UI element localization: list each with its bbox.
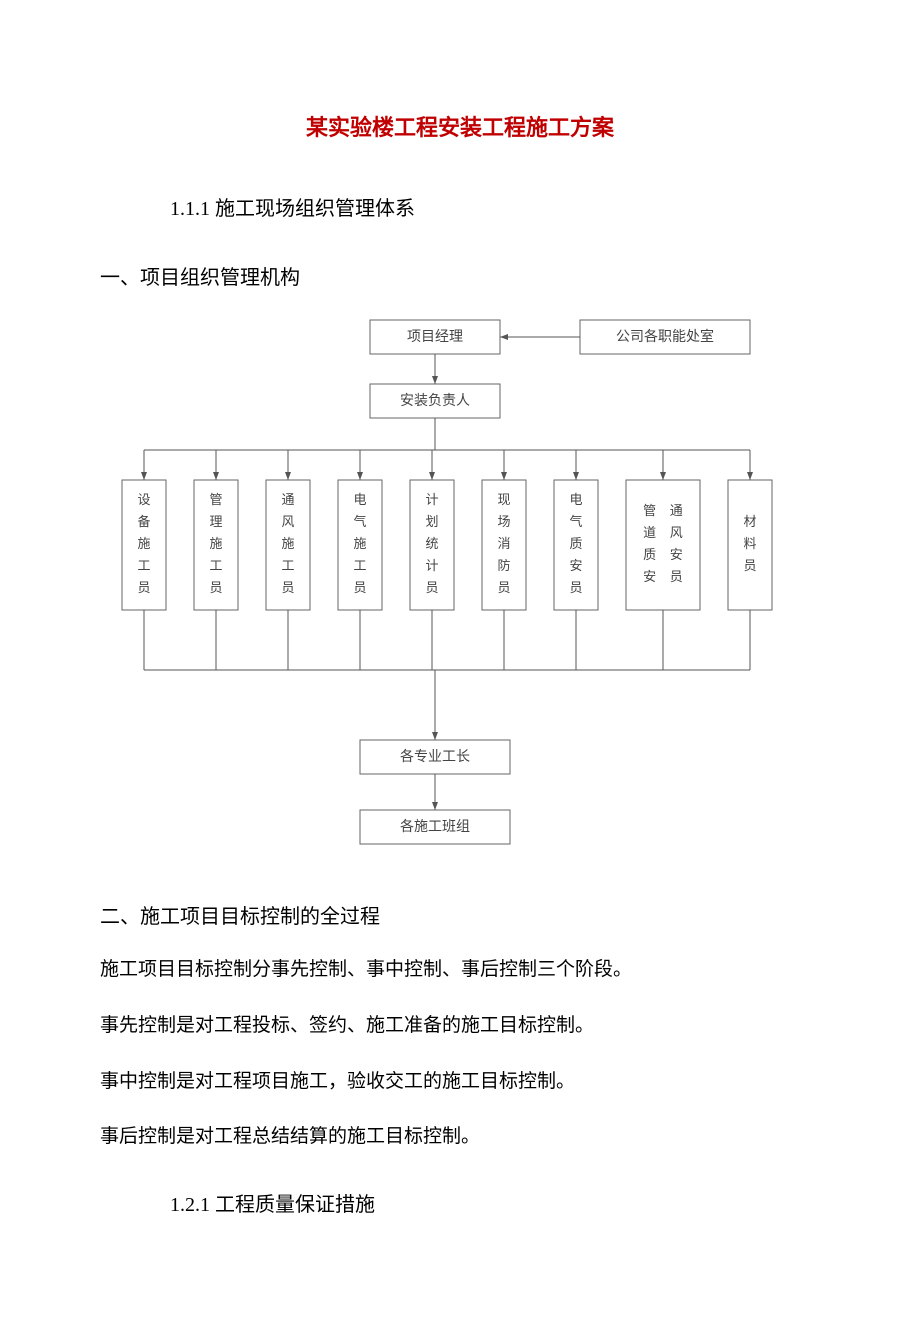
section-heading-1-1-1: 1.1.1 施工现场组织管理体系	[170, 192, 820, 221]
svg-text:质: 质	[643, 547, 656, 562]
org-chart-svg: 项目经理公司各职能处室安装负责人各专业工长各施工班组设备施工员管理施工员通风施工…	[110, 310, 810, 870]
paragraph: 施工项目目标控制分事先控制、事中控制、事后控制三个阶段。	[100, 949, 820, 991]
subheading-process: 二、施工项目目标控制的全过程	[100, 900, 820, 929]
svg-text:管: 管	[209, 492, 222, 507]
svg-text:通: 通	[281, 492, 294, 507]
paragraph: 事后控制是对工程总结结算的施工目标控制。	[100, 1116, 820, 1158]
svg-text:员: 员	[209, 580, 222, 595]
svg-text:员: 员	[743, 558, 756, 573]
svg-text:施: 施	[281, 536, 294, 551]
svg-text:项目经理: 项目经理	[407, 329, 463, 345]
svg-text:气: 气	[569, 514, 582, 529]
svg-text:料: 料	[743, 536, 756, 551]
svg-text:员: 员	[425, 580, 438, 595]
svg-text:施: 施	[137, 536, 150, 551]
svg-text:安: 安	[643, 569, 656, 584]
svg-text:道: 道	[643, 525, 656, 540]
section-heading-1-2-1: 1.2.1 工程质量保证措施	[170, 1188, 820, 1217]
svg-text:材: 材	[743, 514, 756, 529]
svg-text:电: 电	[353, 492, 366, 507]
svg-text:安: 安	[569, 558, 582, 573]
svg-text:员: 员	[137, 580, 150, 595]
svg-text:电: 电	[569, 492, 582, 507]
svg-text:备: 备	[137, 514, 150, 529]
svg-text:施: 施	[353, 536, 366, 551]
svg-text:计: 计	[425, 558, 438, 573]
svg-text:风: 风	[670, 525, 683, 540]
svg-text:工: 工	[137, 558, 150, 573]
svg-text:员: 员	[353, 580, 366, 595]
svg-text:员: 员	[281, 580, 294, 595]
svg-text:员: 员	[569, 580, 582, 595]
svg-text:工: 工	[281, 558, 294, 573]
svg-text:管: 管	[643, 503, 656, 518]
svg-text:质: 质	[569, 536, 582, 551]
svg-text:工: 工	[209, 558, 222, 573]
paragraph: 事先控制是对工程投标、签约、施工准备的施工目标控制。	[100, 1005, 820, 1047]
svg-text:理: 理	[209, 514, 222, 529]
svg-text:现: 现	[497, 492, 510, 507]
svg-text:工: 工	[353, 558, 366, 573]
svg-text:风: 风	[281, 514, 294, 529]
svg-text:施: 施	[209, 536, 222, 551]
svg-text:各专业工长: 各专业工长	[400, 749, 470, 765]
paragraph: 事中控制是对工程项目施工，验收交工的施工目标控制。	[100, 1061, 820, 1103]
svg-text:消: 消	[497, 536, 510, 551]
svg-text:员: 员	[497, 580, 510, 595]
svg-text:防: 防	[497, 558, 510, 573]
svg-text:通: 通	[670, 503, 683, 518]
subheading-org: 一、项目组织管理机构	[100, 261, 820, 290]
document-page: 某实验楼工程安装工程施工方案 1.1.1 施工现场组织管理体系 一、项目组织管理…	[0, 0, 920, 1317]
org-chart: 项目经理公司各职能处室安装负责人各专业工长各施工班组设备施工员管理施工员通风施工…	[100, 310, 820, 870]
svg-text:安装负责人: 安装负责人	[400, 393, 470, 409]
svg-text:安: 安	[670, 547, 683, 562]
svg-text:场: 场	[497, 514, 510, 529]
svg-text:气: 气	[353, 514, 366, 529]
svg-text:计: 计	[425, 492, 438, 507]
svg-text:员: 员	[670, 569, 683, 584]
svg-text:设: 设	[137, 492, 150, 507]
svg-text:各施工班组: 各施工班组	[400, 819, 470, 835]
svg-text:公司各职能处室: 公司各职能处室	[616, 328, 714, 345]
svg-text:统: 统	[425, 536, 438, 551]
page-title: 某实验楼工程安装工程施工方案	[100, 110, 820, 142]
svg-text:划: 划	[425, 514, 438, 529]
